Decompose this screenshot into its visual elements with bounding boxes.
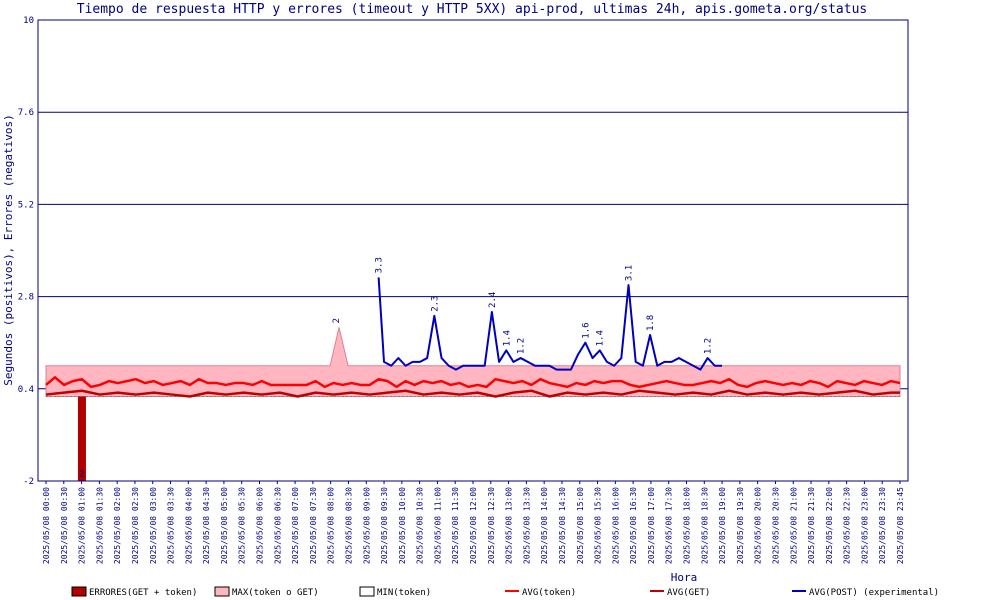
x-tick-label: 2025/05/08 07:30 [309,487,318,564]
post-data-label: 3.3 [375,257,385,273]
x-tick-label: 2025/05/08 11:30 [451,487,460,564]
legend-label: AVG(POST) (experimental) [809,588,939,598]
x-tick-label: 2025/05/08 05:00 [220,487,229,564]
x-tick-label: 2025/05/08 14:00 [540,487,549,564]
x-tick-label: 2025/05/08 00:30 [60,487,69,564]
x-tick-label: 2025/05/08 19:00 [718,487,727,564]
post-data-label: 1.8 [646,315,656,331]
x-tick-label: 2025/05/08 01:30 [95,487,104,564]
x-tick-label: 2025/05/08 18:30 [700,487,709,564]
x-tick-label: 2025/05/08 19:30 [736,487,745,564]
post-data-label: 1.6 [581,322,591,338]
x-tick-label: 2025/05/08 03:30 [167,487,176,564]
error-bar [77,396,86,481]
x-tick-label: 2025/05/08 17:30 [665,487,674,564]
series-line-avg-get [45,389,900,398]
data-labels: 2 2 3.3 2.3 2.4 1.4 1.2 1.6 1.4 3.1 1.8 1.2 [79,257,714,480]
x-tick-label: 2025/05/08 22:30 [843,487,852,564]
legend: ERRORES(GET + token) MAX(token o GET) MIN(… [71,586,939,598]
y-tick-label: 2.8 [18,293,34,303]
x-tick-label: 2025/05/08 20:00 [754,487,763,564]
post-data-label: 3.1 [625,265,635,281]
legend-swatch [71,586,87,597]
series-lines [45,277,901,398]
post-data-label: 1.2 [517,338,527,354]
x-tick-label: 2025/05/08 23:00 [860,487,869,564]
x-tick-label: 2025/05/08 13:30 [522,487,531,564]
y-tick-label: 10 [23,16,34,26]
x-tick-label: 2025/05/08 08:30 [344,487,353,564]
y-tick-label: -2 [23,477,34,487]
x-tick-label: 2025/05/08 00:00 [42,487,51,564]
x-tick-label: 2025/05/08 10:00 [398,487,407,564]
x-tick-label: 2025/05/08 21:30 [807,487,816,564]
x-tick-label: 2025/05/08 13:00 [505,487,514,564]
x-tick-label: 2025/05/08 02:30 [131,487,140,564]
error-bar-label: 2 [79,470,84,480]
series-line-avg-token [45,376,901,389]
post-data-label: 1.4 [502,330,512,346]
x-tick-label: 2025/05/08 16:30 [629,487,638,564]
max-min-band [45,327,901,397]
legend-swatch [214,586,230,597]
x-axis-label: Hora [671,571,698,584]
x-tick-label: 2025/05/08 18:00 [683,487,692,564]
post-data-label: 1.2 [704,338,714,354]
x-tick-label: 2025/05/08 11:00 [433,487,442,564]
y-tick-label: 0.4 [18,385,34,395]
legend-label: MIN(token) [377,588,431,598]
x-tick-label: 2025/05/08 15:30 [594,487,603,564]
x-tick-label: 2025/05/08 12:00 [469,487,478,564]
x-tick-label: 2025/05/08 06:00 [256,487,265,564]
y-tick-label: 7.6 [18,108,34,118]
post-data-label: 2.3 [430,296,440,312]
max-area [45,327,901,397]
x-tick-label: 2025/05/08 02:00 [113,487,122,564]
post-data-label: 1.4 [596,330,606,346]
x-tick-label: 2025/05/08 04:00 [184,487,193,564]
plot-area [38,20,908,481]
x-tick-label: 2025/05/08 09:30 [380,487,389,564]
chart-title: Tiempo de respuesta HTTP y errores (time… [77,2,868,17]
legend-label: AVG(token) [522,588,576,598]
post-data-label: 2.4 [488,292,498,308]
series-line-avg-post-experimental [377,277,723,371]
x-tick-label: 2025/05/08 08:00 [327,487,336,564]
x-axis-ticks: 2025/05/08 00:00 2025/05/08 00:30 2025/05/… [42,481,905,564]
error-bars [77,396,86,481]
x-tick-label: 2025/05/08 12:30 [487,487,496,564]
x-tick-label: 2025/05/08 15:00 [576,487,585,564]
legend-label: ERRORES(GET + token) [89,588,197,598]
x-tick-label: 2025/05/08 01:00 [78,487,87,564]
y-axis-label: Segundos (positivos), Errores (negativos… [2,114,15,386]
y-axis-ticks: -2 0.4 2.8 5.2 7.6 10 [18,16,34,487]
x-tick-label: 2025/05/08 14:30 [558,487,567,564]
x-tick-label: 2025/05/08 10:30 [416,487,425,564]
x-tick-label: 2025/05/08 03:00 [149,487,158,564]
legend-label: MAX(token o GET) [232,588,319,598]
x-tick-label: 2025/05/08 16:00 [611,487,620,564]
x-tick-label: 2025/05/08 09:00 [362,487,371,564]
legend-swatch [359,586,375,597]
plot-background [38,20,908,481]
y-tick-label: 5.2 [18,200,34,210]
x-tick-label: 2025/05/08 06:30 [273,487,282,564]
x-tick-label: 2025/05/08 17:00 [647,487,656,564]
max-data-label: 2 [332,318,342,323]
x-tick-label: 2025/05/08 07:00 [291,487,300,564]
x-tick-label: 2025/05/08 21:00 [789,487,798,564]
x-tick-label: 2025/05/08 04:30 [202,487,211,564]
x-tick-label: 2025/05/08 20:30 [771,487,780,564]
x-tick-label: 2025/05/08 05:30 [238,487,247,564]
legend-label: AVG(GET) [667,588,710,598]
x-tick-label: 2025/05/08 22:00 [825,487,834,564]
x-tick-label: 2025/05/08 23:30 [878,487,887,564]
x-tick-label: 2025/05/08 23:45 [896,487,905,564]
